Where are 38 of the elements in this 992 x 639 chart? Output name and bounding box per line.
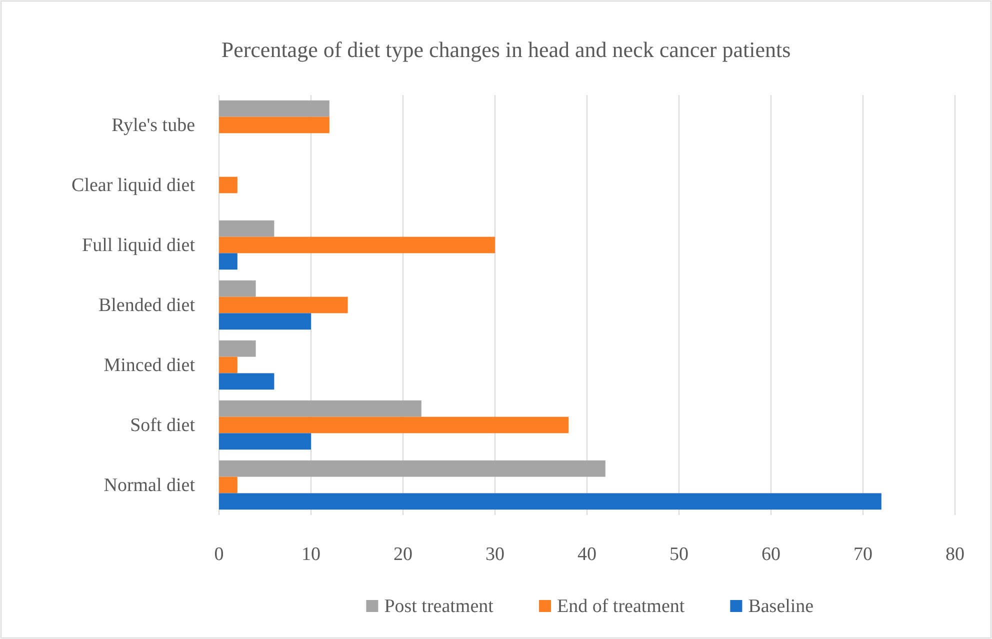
- bar: [219, 460, 606, 477]
- y-tick-label: Clear liquid diet: [72, 175, 196, 196]
- x-tick-label: 40: [578, 544, 596, 565]
- bar: [219, 476, 238, 494]
- x-tick-label: 80: [946, 544, 964, 565]
- bar: [219, 313, 311, 330]
- x-tick-label: 20: [394, 544, 412, 565]
- x-tick-label: 0: [214, 544, 224, 565]
- bar: [219, 253, 238, 270]
- bar: [219, 400, 422, 417]
- x-tick-label: 70: [854, 544, 872, 565]
- x-tick-label: 10: [302, 544, 320, 565]
- chart-title: Percentage of diet type changes in head and neck cancer patients: [221, 37, 791, 62]
- y-tick-label: Minced diet: [104, 355, 196, 376]
- bar: [219, 493, 882, 510]
- bar: [219, 416, 569, 434]
- bar: [219, 340, 256, 357]
- bar: [219, 433, 311, 450]
- bar: [219, 220, 274, 237]
- bar: [219, 116, 330, 134]
- x-tick-label: 50: [670, 544, 688, 565]
- y-tick-label: Normal diet: [104, 475, 196, 496]
- bar: [219, 280, 256, 297]
- x-tick-label: 60: [762, 544, 780, 565]
- bar: [219, 176, 238, 194]
- x-tick-label: 30: [486, 544, 504, 565]
- y-tick-label: Full liquid diet: [82, 235, 196, 256]
- bar: [219, 373, 274, 390]
- bar: [219, 356, 238, 374]
- y-tick-label: Ryle's tube: [112, 115, 195, 136]
- legend-label: Baseline: [748, 596, 814, 617]
- bar: [219, 100, 330, 117]
- y-tick-label: Blended diet: [98, 295, 196, 316]
- bar: [219, 296, 348, 314]
- y-tick-label: Soft diet: [130, 415, 196, 436]
- legend-label: End of treatment: [557, 596, 686, 617]
- bar: [219, 236, 495, 254]
- legend-label: Post treatment: [384, 596, 494, 617]
